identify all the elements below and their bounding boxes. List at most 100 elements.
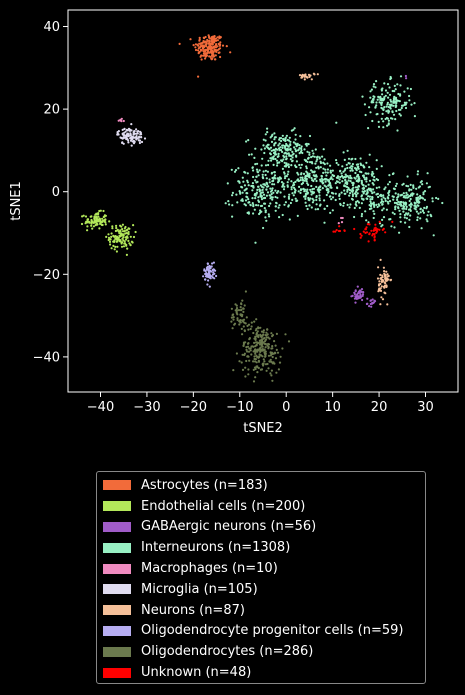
data-point xyxy=(378,96,381,99)
data-point xyxy=(371,298,374,301)
data-point xyxy=(371,98,374,101)
data-point xyxy=(122,245,126,248)
data-point xyxy=(124,225,127,229)
data-point xyxy=(265,188,268,191)
data-point xyxy=(112,240,115,243)
data-point xyxy=(389,117,393,120)
data-point xyxy=(275,201,278,204)
data-point xyxy=(375,80,378,83)
data-point xyxy=(120,225,123,228)
data-point xyxy=(254,163,257,166)
data-point xyxy=(408,99,411,102)
data-point xyxy=(189,38,192,41)
data-point xyxy=(286,181,289,184)
data-point xyxy=(98,217,101,220)
data-point xyxy=(375,104,378,107)
data-point xyxy=(253,357,256,361)
data-point xyxy=(360,290,363,293)
data-point xyxy=(359,157,362,160)
data-point xyxy=(360,163,363,167)
data-point xyxy=(343,184,346,187)
data-point xyxy=(285,175,288,178)
data-point xyxy=(273,174,277,177)
data-point xyxy=(264,173,267,177)
data-point xyxy=(258,343,262,346)
data-point xyxy=(426,220,429,223)
data-point xyxy=(267,159,270,162)
data-point xyxy=(245,195,248,198)
data-point xyxy=(115,235,118,238)
data-point xyxy=(103,220,106,223)
data-point xyxy=(257,185,260,188)
data-point xyxy=(279,137,283,140)
data-point xyxy=(343,189,346,192)
data-point xyxy=(272,148,275,151)
data-point xyxy=(122,136,125,139)
data-point xyxy=(259,192,262,195)
data-point xyxy=(338,178,341,181)
data-point xyxy=(351,163,354,166)
data-point xyxy=(255,333,258,336)
data-point xyxy=(285,142,288,146)
data-point xyxy=(391,211,394,214)
data-point xyxy=(254,349,258,352)
data-point xyxy=(287,195,290,199)
data-point xyxy=(339,203,342,206)
data-point xyxy=(435,196,438,200)
data-point xyxy=(370,207,373,210)
data-point xyxy=(296,214,299,217)
data-point xyxy=(310,206,313,209)
data-point xyxy=(365,180,368,183)
data-point xyxy=(380,117,383,120)
data-point xyxy=(252,186,255,189)
data-point xyxy=(246,172,249,175)
data-point xyxy=(96,223,99,226)
data-point xyxy=(245,348,248,351)
data-point xyxy=(214,58,217,61)
data-point xyxy=(211,47,214,50)
data-point xyxy=(290,180,293,183)
data-point xyxy=(412,185,415,188)
data-point xyxy=(402,205,405,208)
data-point xyxy=(402,207,406,210)
data-point xyxy=(383,273,387,276)
data-point xyxy=(241,198,244,201)
data-point xyxy=(216,36,219,39)
data-point xyxy=(324,171,327,174)
data-point xyxy=(346,188,349,192)
data-point xyxy=(381,97,384,100)
data-point xyxy=(86,225,89,228)
legend-label: Oligodendrocytes (n=286) xyxy=(141,644,314,660)
data-point xyxy=(211,262,214,265)
data-point xyxy=(369,198,372,201)
data-point xyxy=(260,330,264,333)
data-point xyxy=(270,135,273,138)
data-point xyxy=(269,153,272,156)
data-point xyxy=(386,117,389,120)
series-3 xyxy=(224,75,444,244)
data-point xyxy=(313,155,316,158)
data-point xyxy=(248,359,251,362)
data-point xyxy=(199,42,203,45)
data-point xyxy=(307,156,310,159)
data-point xyxy=(241,199,244,202)
data-point xyxy=(270,347,273,350)
data-point xyxy=(294,142,297,145)
legend-swatch xyxy=(103,584,131,595)
data-point xyxy=(292,141,295,144)
data-point xyxy=(283,152,286,155)
data-point xyxy=(275,348,278,351)
data-point xyxy=(229,51,232,54)
data-point xyxy=(307,143,310,146)
data-point xyxy=(300,147,303,150)
data-point xyxy=(329,195,332,198)
series-4 xyxy=(117,117,344,225)
data-point xyxy=(283,177,287,180)
data-point xyxy=(392,172,395,175)
data-point xyxy=(364,231,367,234)
data-point xyxy=(377,120,380,123)
data-point xyxy=(417,200,420,203)
legend-swatch xyxy=(103,646,131,657)
data-point xyxy=(271,334,274,337)
data-point xyxy=(341,216,344,220)
